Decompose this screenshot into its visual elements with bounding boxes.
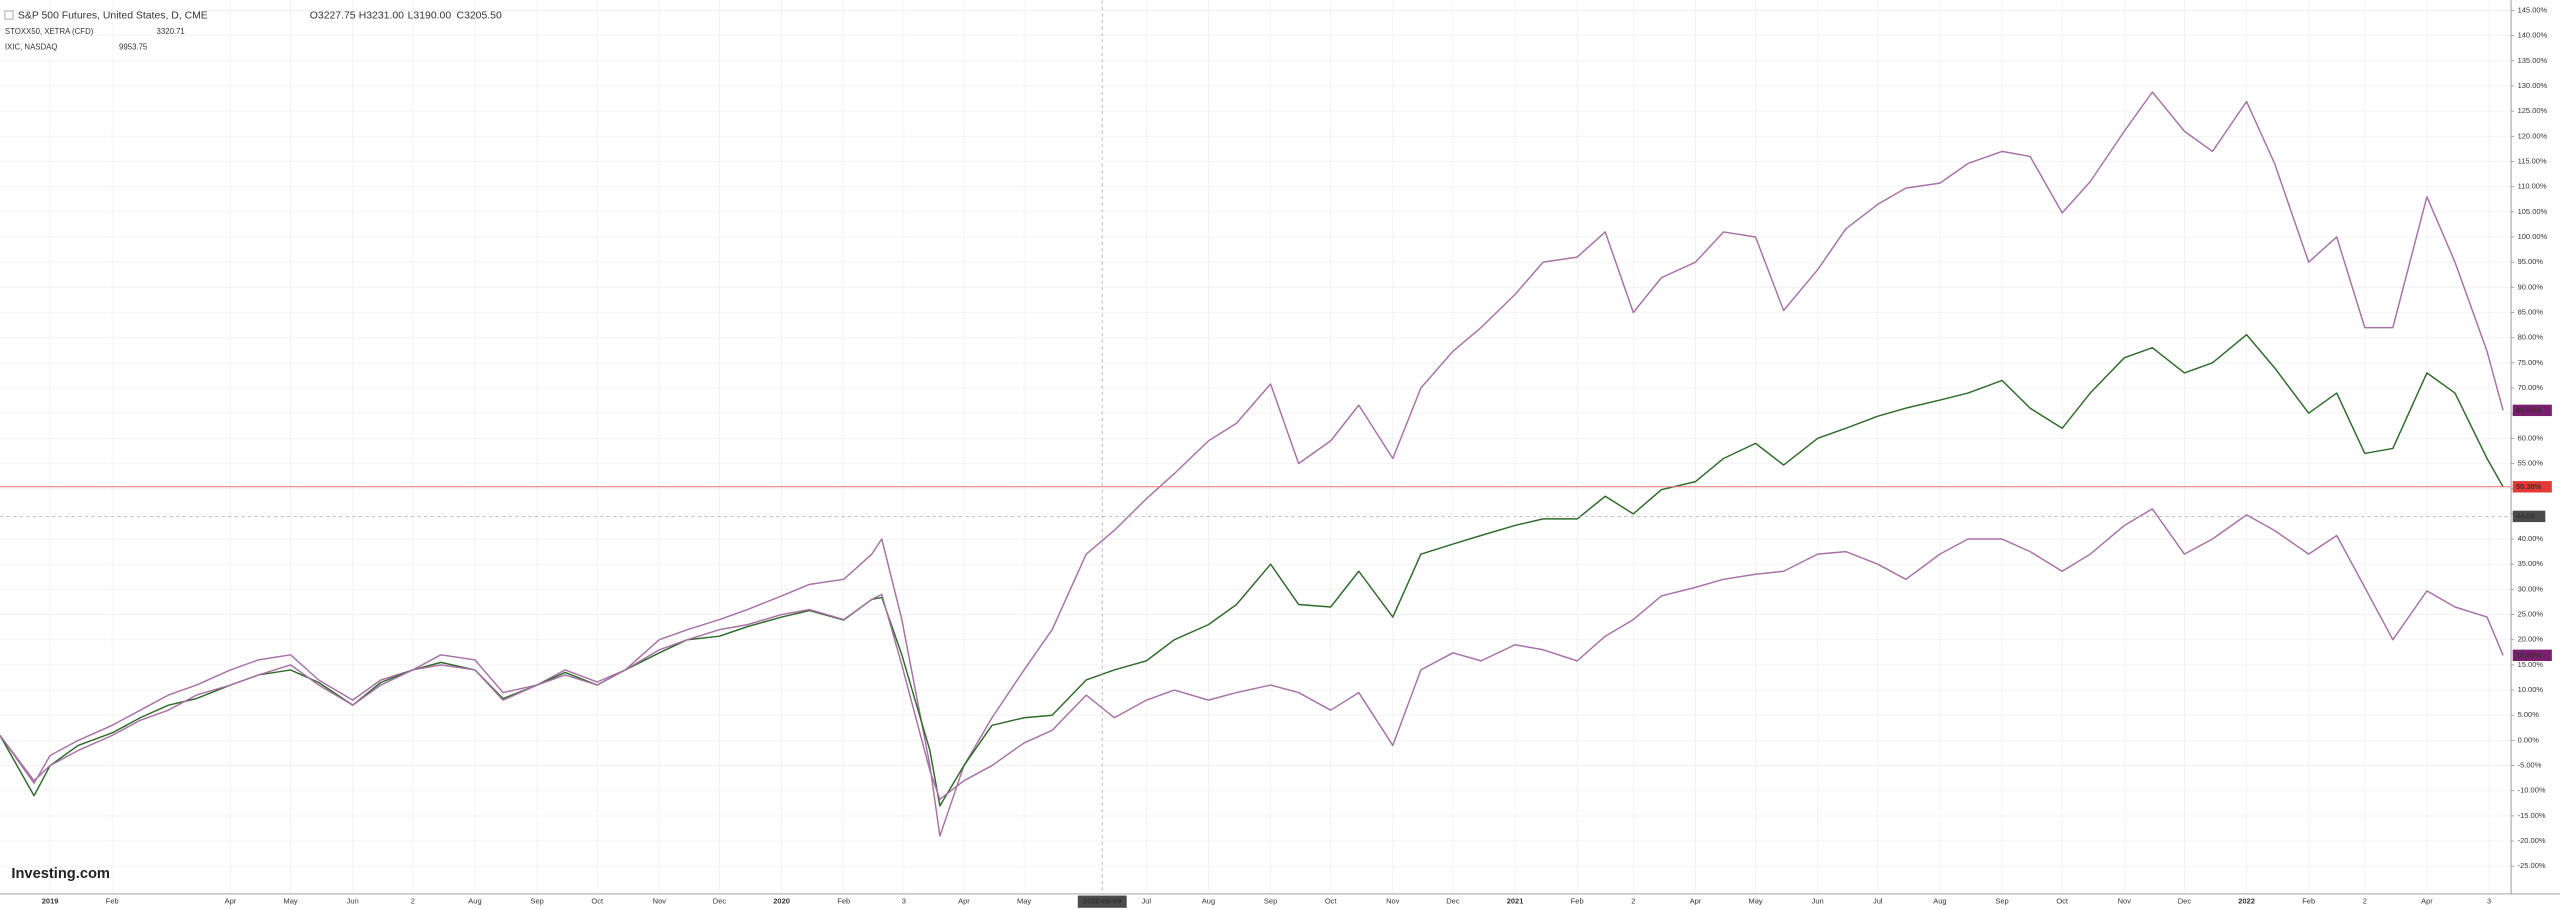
x-tick-label: 2 [411,896,415,905]
y-tick-label: 145.00% [2518,5,2548,14]
watermark: Investing.com [11,866,110,882]
y-tick-label: 100.00% [2518,232,2548,241]
x-tick-label: 2019 [42,896,59,905]
x-tick-label: Aug [468,896,481,905]
y-tick-label: 80.00% [2518,333,2544,342]
y-tick-label: -15.00% [2518,811,2546,820]
x-tick-label: 3 [2487,896,2491,905]
y-tick-label: 120.00% [2518,131,2548,140]
x-tick-label: Nov [653,896,667,905]
y-tick-label: 110.00% [2518,182,2547,191]
x-tick-label: Sep [1264,896,1277,905]
x-tick-label: 2020 [773,896,790,905]
y-tick-label: 115.00% [2518,156,2547,165]
y-tick-label: 30.00% [2518,584,2544,593]
x-tick-label: Nov [1386,896,1400,905]
last-value-label: 16.90% [2516,650,2542,659]
y-tick-label: 125.00% [2518,106,2548,115]
x-tick-label: Sep [530,896,543,905]
x-tick-label: Feb [837,896,850,905]
plot [0,0,2512,894]
x-tick-label: Apr [958,896,970,905]
x-tick-label: Dec [1446,896,1460,905]
y-tick-label: 95.00% [2518,257,2544,266]
y-tick-label: -25.00% [2518,861,2546,870]
legend-entry[interactable]: IXIC, NASDAQ [5,43,58,52]
y-tick-label: 5.00% [2518,710,2540,719]
ohlc-low: L3190.00 [408,11,452,22]
y-tick-label: 60.00% [2518,433,2544,442]
x-tick-label: Nov [2118,896,2132,905]
crosshair-x-label: 2020-06-09 [1083,897,1121,906]
y-tick-label: -10.00% [2518,786,2546,795]
x-tick-label: Jul [1873,896,1883,905]
x-tick-label: Apr [225,896,237,905]
x-tick-label: May [284,896,298,905]
x-tick-label: 2022 [2238,896,2255,905]
series-line [0,508,2504,801]
x-tick-label: Dec [713,896,727,905]
y-tick-label: -5.00% [2518,761,2542,770]
x-tick-label: Oct [2056,896,2069,905]
crosshair-x-label-bg [1077,895,1127,908]
last-value-badge [2512,404,2552,417]
chart-title: S&P 500 Futures, United States, D, CME [18,11,208,22]
legend-value: 3320.71 [157,27,185,36]
y-tick-label: 140.00% [2518,31,2548,40]
crosshair-y-label: 44.50 [2516,511,2535,520]
y-tick-label: 70.00% [2518,383,2544,392]
x-tick-label: 2 [2363,896,2367,905]
y-tick-label: 75.00% [2518,358,2544,367]
y-tick-label: 10.00% [2518,685,2544,694]
x-tick-label: Feb [2302,896,2315,905]
y-tick-label: 90.00% [2518,282,2544,291]
x-tick-label: Apr [2421,896,2433,905]
x-tick-label: 3 [902,896,906,905]
y-tick-label: 135.00% [2518,56,2548,65]
y-tick-label: 85.00% [2518,307,2544,316]
series-line [0,91,2504,837]
ohlc-high: H3231.00 [359,11,404,22]
ohlc-close: C3205.50 [457,11,502,22]
last-value-label: 50.38% [2516,482,2542,491]
x-tick-label: Jun [1812,896,1824,905]
y-tick-label: 55.00% [2518,459,2544,468]
x-tick-label: 2021 [1507,896,1524,905]
last-value-label: 65.56% [2516,405,2542,414]
y-tick-label: 105.00% [2518,207,2548,216]
x-tick-label: Jun [347,896,359,905]
ohlc-open: O3227.75 [310,11,356,22]
x-tick-label: Oct [1325,896,1338,905]
legend-value: 9953.75 [119,43,148,52]
x-tick-label: Oct [591,896,604,905]
grid [0,0,2512,894]
y-tick-label: 25.00% [2518,610,2544,619]
legend-entry[interactable]: STOXX50, XETRA (CFD) [5,27,94,36]
y-tick-label: 40.00% [2518,534,2544,543]
last-value-badge [2512,649,2552,662]
y-tick-label: 0.00% [2518,735,2540,744]
last-value-badge [2512,481,2552,493]
x-tick-label: Sep [1995,896,2008,905]
collapse-icon[interactable] [4,10,14,20]
y-tick-label: 15.00% [2518,660,2544,669]
x-tick-label: Aug [1933,896,1946,905]
x-tick-label: Feb [1571,896,1584,905]
x-tick-label: Feb [106,896,119,905]
x-tick-label: May [1748,896,1762,905]
x-tick-label: 2 [1631,896,1635,905]
y-tick-label: 20.00% [2518,635,2544,644]
x-tick-label: Dec [2178,896,2192,905]
y-tick-label: -20.00% [2518,836,2546,845]
x-tick-label: May [1017,896,1031,905]
x-tick-label: Jul [1142,896,1152,905]
y-tick-label: 130.00% [2518,81,2548,90]
y-tick-label: 35.00% [2518,559,2544,568]
x-tick-label: Aug [1202,896,1215,905]
crosshair-y-label-bg [2512,510,2546,523]
x-tick-label: Apr [1690,896,1702,905]
